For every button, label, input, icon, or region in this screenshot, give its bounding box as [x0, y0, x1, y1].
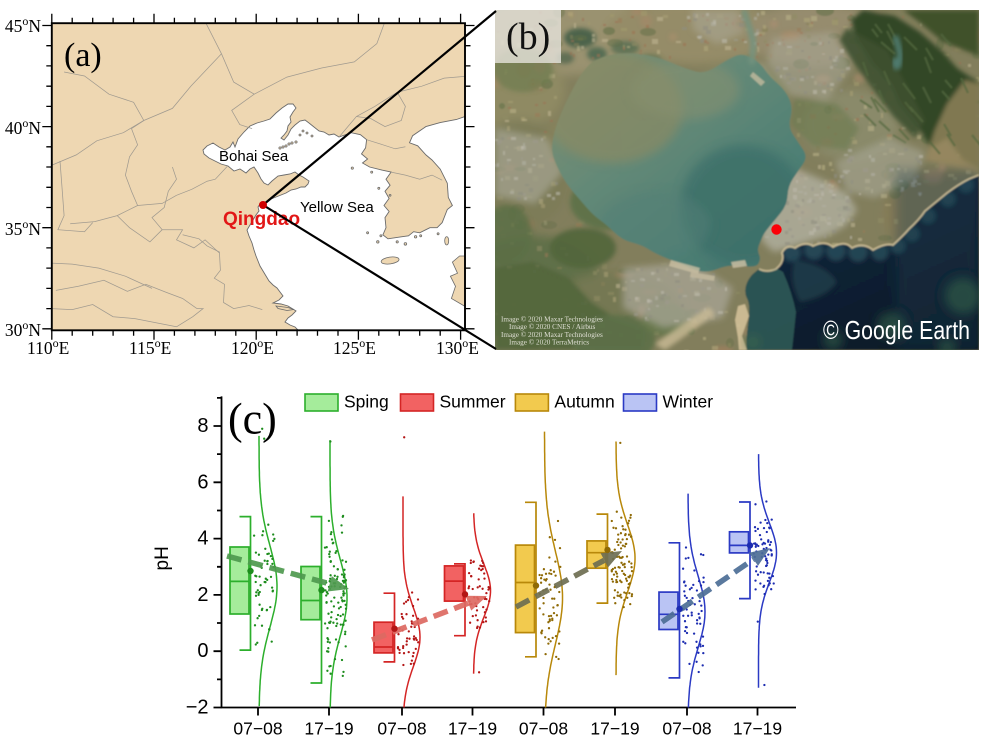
- svg-text:Image © 2020 TerraMetrics: Image © 2020 TerraMetrics: [509, 339, 589, 347]
- svg-text:Image © 2020 Maxar Technologie: Image © 2020 Maxar Technologies: [501, 331, 603, 339]
- svg-text:17−19: 17−19: [590, 719, 639, 739]
- svg-text:© Google Earth: © Google Earth: [823, 315, 970, 345]
- svg-text:Sping: Sping: [344, 392, 389, 412]
- svg-text:4: 4: [197, 528, 208, 550]
- svg-text:Image © 2020 CNES / Airbus: Image © 2020 CNES / Airbus: [509, 323, 596, 331]
- svg-text:6: 6: [197, 471, 208, 493]
- svg-text:Autumn: Autumn: [554, 392, 614, 412]
- svg-text:07−08: 07−08: [662, 719, 711, 739]
- svg-text:2: 2: [197, 584, 208, 606]
- svg-text:−2: −2: [186, 697, 209, 719]
- svg-text:17−19: 17−19: [448, 719, 497, 739]
- svg-text:17−19: 17−19: [733, 719, 782, 739]
- svg-text:07−08: 07−08: [377, 719, 426, 739]
- svg-text:(b): (b): [506, 16, 550, 58]
- svg-text:8: 8: [197, 415, 208, 437]
- svg-text:pH: pH: [152, 546, 173, 570]
- svg-text:07−08: 07−08: [519, 719, 568, 739]
- svg-text:Winter: Winter: [663, 392, 714, 412]
- svg-text:Summer: Summer: [440, 392, 506, 412]
- svg-text:17−19: 17−19: [304, 719, 353, 739]
- svg-text:07−08: 07−08: [233, 719, 282, 739]
- svg-text:0: 0: [197, 640, 208, 662]
- svg-text:(c): (c): [228, 395, 277, 444]
- svg-text:Image © 2020 Maxar Technologie: Image © 2020 Maxar Technologies: [501, 316, 603, 324]
